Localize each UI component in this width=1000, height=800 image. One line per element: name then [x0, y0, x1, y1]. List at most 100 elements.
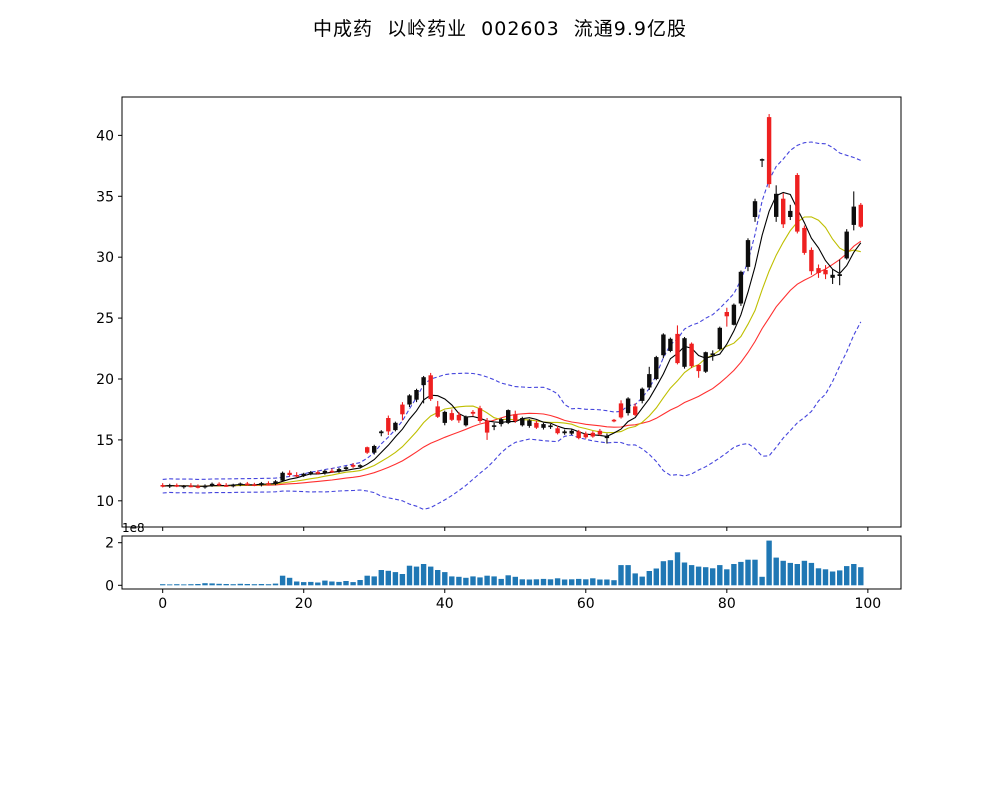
volume-bar — [632, 573, 638, 586]
candle-body — [851, 206, 856, 225]
volume-bar — [829, 571, 836, 586]
candle-body — [202, 485, 208, 488]
candle-body — [534, 422, 539, 428]
bollinger-upper-line — [162, 141, 862, 480]
y-tick-label: 20 — [96, 372, 114, 388]
volume-bar — [456, 576, 462, 586]
candle-body — [456, 414, 462, 421]
volume-bar — [420, 564, 427, 586]
volume-bar — [653, 568, 659, 586]
volume-bar — [308, 581, 314, 586]
x-tick-label: 100 — [854, 596, 881, 612]
candle-body — [491, 425, 497, 427]
candle-body — [174, 485, 179, 487]
candle-body — [336, 469, 342, 472]
volume-bar — [230, 584, 236, 586]
volume-bar — [484, 575, 490, 586]
volume-bar — [216, 583, 222, 586]
candle-body — [393, 422, 398, 431]
volume-bar — [674, 552, 681, 586]
chart-title: 中成药 以岭药业 002603 流通9.9亿股 — [313, 18, 687, 40]
volume-bar — [717, 565, 723, 586]
candle-body — [781, 198, 786, 225]
candlestick-series — [160, 114, 863, 489]
volume-bar — [188, 584, 194, 586]
volume-bar — [272, 583, 279, 586]
candle-body — [724, 312, 729, 317]
volume-bar — [731, 564, 737, 586]
volume-bar — [604, 579, 610, 586]
volume-bar — [294, 581, 300, 586]
volume-bar — [209, 583, 215, 586]
volume-bar — [724, 569, 730, 586]
volume-bar — [667, 560, 674, 586]
candle-body — [245, 483, 250, 486]
candle-body — [661, 334, 666, 356]
bollinger-lower-line — [162, 321, 862, 510]
candle-body — [294, 475, 299, 477]
candle-body — [372, 446, 377, 453]
volume-bar — [301, 582, 307, 586]
price-panel-frame — [121, 96, 902, 528]
candle-body — [611, 419, 617, 422]
volume-bar — [498, 578, 504, 586]
candle-body — [696, 365, 701, 372]
candle-body — [555, 428, 560, 434]
candle-body — [181, 485, 186, 488]
volume-bar — [738, 561, 744, 586]
volume-bar — [322, 580, 328, 586]
volume-bar — [618, 565, 624, 586]
candle-body — [273, 481, 278, 484]
volume-bar — [590, 578, 596, 586]
volume-panel-frame — [121, 535, 902, 590]
candle-body — [421, 377, 426, 386]
candle-body — [527, 420, 532, 426]
axis-ticks-and-labels: 10 15 20 25 30 35 40 0 2 1e8 0 20 40 60 80 100 — [96, 128, 881, 612]
y-tick-label: 25 — [96, 311, 114, 327]
candle-body — [188, 485, 194, 488]
volume-bar — [639, 576, 645, 586]
volume-bar — [385, 570, 391, 586]
volume-bar — [681, 562, 688, 586]
volume-bar — [787, 562, 793, 586]
volume-bar — [378, 570, 384, 586]
volume-bar — [583, 579, 589, 586]
candle-body — [858, 204, 863, 227]
candle-body — [329, 470, 335, 473]
volume-bar — [533, 579, 540, 586]
volume-bar — [505, 575, 511, 586]
candle-body — [343, 467, 349, 470]
volume-bar — [773, 557, 779, 586]
candle-body — [759, 159, 765, 161]
candle-body — [442, 411, 447, 423]
candle-body — [752, 201, 758, 217]
volume-bar — [315, 582, 321, 586]
candle-body — [590, 432, 595, 437]
volume-bar — [646, 571, 652, 586]
candle-body — [167, 485, 172, 487]
volume-bar — [780, 560, 786, 586]
candle-body — [513, 414, 518, 421]
volume-bar — [851, 564, 857, 586]
ma5-line — [162, 191, 862, 487]
candle-body — [569, 430, 574, 434]
ma20-line — [162, 240, 862, 487]
volume-bar — [174, 584, 180, 586]
volume-bar — [526, 579, 533, 586]
candle-body — [400, 404, 405, 415]
volume-bar — [442, 572, 448, 586]
candle-body — [682, 338, 687, 367]
candle-body — [795, 175, 800, 232]
candle-body — [477, 408, 483, 421]
volume-bar — [660, 561, 667, 586]
volume-bar — [611, 580, 617, 586]
candle-body — [414, 390, 419, 400]
candle-body — [675, 333, 680, 364]
volume-bar — [237, 583, 243, 586]
volume-bar — [477, 577, 483, 586]
candle-body — [703, 352, 708, 372]
candle-body — [823, 270, 828, 275]
candle-body — [224, 485, 229, 487]
candle-body — [484, 420, 490, 433]
